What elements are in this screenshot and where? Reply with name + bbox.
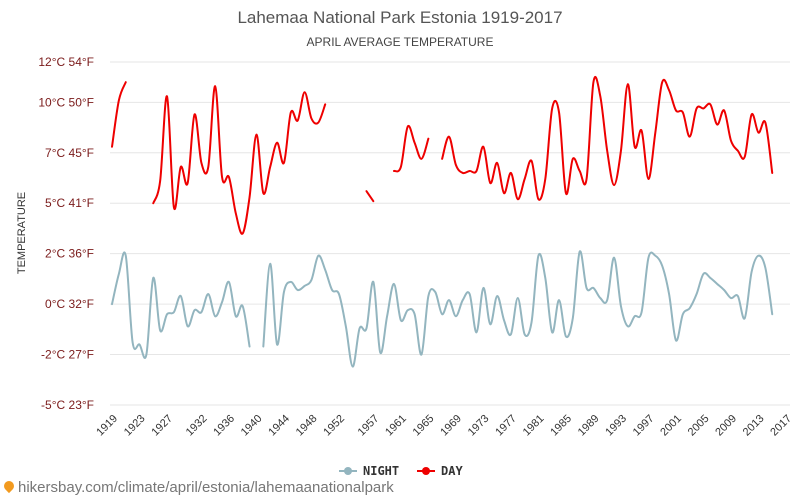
x-tick-label: 1993 — [603, 413, 629, 439]
series-group — [111, 75, 774, 368]
legend-item-night[interactable]: NIGHT — [339, 464, 399, 478]
x-tick-label: 1932 — [184, 413, 210, 439]
x-tick-label: 1973 — [466, 413, 492, 439]
y-tick-label: 5°C 41°F — [45, 196, 94, 210]
x-tick-label: 1981 — [521, 413, 547, 439]
legend-label-day: DAY — [441, 464, 463, 478]
x-tick-label: 1977 — [493, 413, 519, 439]
series-night — [111, 250, 774, 368]
x-tick-label: 1969 — [438, 413, 464, 439]
x-tick-label: 1927 — [149, 413, 175, 439]
x-tick-label: 1948 — [294, 413, 320, 439]
x-tick-label: 1919 — [94, 413, 120, 439]
y-tick-label: 7°C 45°F — [45, 146, 94, 160]
x-tick-label: 1989 — [576, 413, 602, 439]
y-tick-label: -2°C 27°F — [41, 348, 94, 362]
legend: NIGHT DAY — [339, 464, 463, 478]
x-tick-label: 1957 — [356, 413, 382, 439]
chart-subtitle: APRIL AVERAGE TEMPERATURE — [307, 35, 494, 49]
x-tick-label: 2005 — [686, 413, 712, 439]
y-tick-label: 12°C 54°F — [38, 55, 94, 69]
x-tick-label: 1944 — [266, 413, 292, 439]
y-tick-label: 0°C 32°F — [45, 297, 94, 311]
x-tick-label: 1923 — [122, 413, 148, 439]
x-tick-label: 1936 — [211, 413, 237, 439]
y-tick-label: -5°C 23°F — [41, 398, 94, 412]
series-line-day — [441, 75, 774, 201]
series-line-day — [152, 85, 327, 235]
y-tick-label: 2°C 36°F — [45, 247, 94, 261]
y-axis: 12°C 54°F 10°C 50°F 7°C 45°F 5°C 41°F 2°C 36… — [38, 55, 94, 412]
legend-item-day[interactable]: DAY — [417, 464, 463, 478]
series-day — [111, 75, 774, 235]
footer-url[interactable]: hikersbay.com/climate/april/estonia/lahe… — [18, 479, 394, 496]
y-axis-title: TEMPERATURE — [16, 192, 28, 274]
x-tick-label: 1997 — [631, 413, 657, 439]
series-line-night — [262, 250, 774, 368]
series-line-day — [392, 124, 430, 173]
x-axis: 1919 1923 1927 1932 1936 1940 1944 1948 1952 1957… — [94, 413, 794, 439]
x-tick-label: 1985 — [548, 413, 574, 439]
y-tick-label: 10°C 50°F — [38, 95, 94, 109]
legend-swatch-marker — [344, 467, 352, 475]
x-tick-label: 2013 — [741, 413, 767, 439]
chart-title: Lahemaa National Park Estonia 1919-2017 — [237, 8, 562, 27]
location-pin-icon — [1, 478, 17, 494]
x-tick-label: 2001 — [658, 413, 684, 439]
x-tick-label: 1952 — [321, 413, 347, 439]
grid — [110, 61, 790, 406]
series-line-day — [365, 190, 375, 203]
x-tick-label: 2009 — [713, 413, 739, 439]
legend-label-night: NIGHT — [363, 464, 399, 478]
legend-swatch-marker — [422, 467, 430, 475]
x-tick-label: 1940 — [239, 413, 265, 439]
x-tick-label: 1961 — [383, 413, 409, 439]
series-line-day — [111, 81, 127, 148]
footer[interactable]: hikersbay.com/climate/april/estonia/lahe… — [1, 478, 394, 496]
series-line-night — [111, 251, 251, 359]
x-tick-label: 2017 — [768, 413, 794, 439]
x-tick-label: 1965 — [411, 413, 437, 439]
